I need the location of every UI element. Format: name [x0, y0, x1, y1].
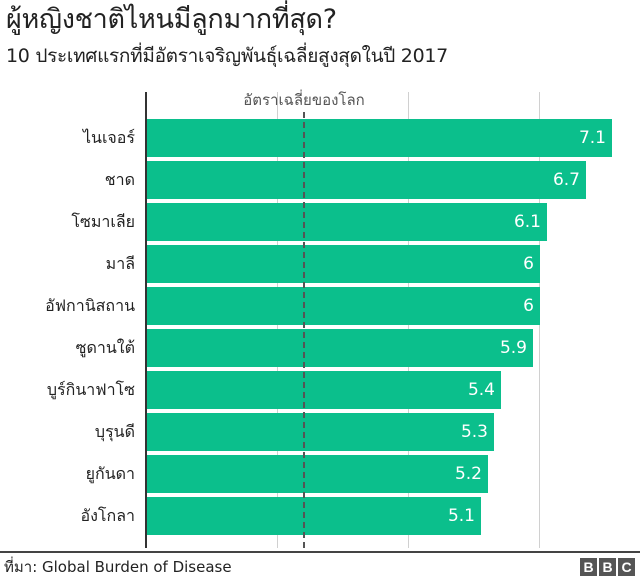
bbc-logo-letter: B: [580, 558, 597, 576]
category-label: อังโกลา: [80, 506, 136, 525]
bar: 6: [147, 245, 540, 283]
category-label: ชาด: [104, 170, 135, 189]
bar-value-label: 5.1: [447, 506, 475, 526]
world-average-line: [303, 112, 305, 548]
bar: 6: [147, 287, 540, 325]
category-label: ซูดานใต้: [75, 338, 135, 357]
bar: 7.1: [147, 119, 612, 157]
bar: 5.9: [147, 329, 533, 367]
bar-value-label: 6.7: [552, 170, 580, 190]
source-note: ที่มา: Global Burden of Disease: [4, 558, 232, 576]
bar-value-label: 6.1: [513, 212, 541, 232]
chart-title: ผู้หญิงชาติไหนมีลูกมากที่สุด?: [6, 4, 337, 35]
y-axis-line: [145, 92, 147, 548]
bar: 5.2: [147, 455, 488, 493]
bar-value-label: 5.9: [499, 338, 527, 358]
bar-value-label: 6: [523, 254, 534, 274]
category-label: มาลี: [105, 254, 135, 273]
bar-value-label: 6: [523, 296, 534, 316]
bar-value-label: 7.1: [578, 128, 606, 148]
bar-value-label: 5.4: [467, 380, 495, 400]
category-label: บุรุนดี: [94, 422, 135, 441]
bar: 6.1: [147, 203, 547, 241]
category-label: ยูกันดา: [85, 464, 135, 483]
bbc-logo-letter: C: [618, 558, 635, 576]
footer-divider: [0, 551, 640, 553]
bbc-logo-letter: B: [599, 558, 616, 576]
category-label: ไนเจอร์: [82, 128, 135, 147]
bar: 6.7: [147, 161, 586, 199]
bar-value-label: 5.2: [454, 464, 482, 484]
bar: 5.3: [147, 413, 494, 451]
category-label: อัฟกานิสถาน: [45, 296, 135, 315]
chart-subtitle: 10 ประเทศแรกที่มีอัตราเจริญพันธุ์เฉลี่ยส…: [6, 45, 448, 67]
category-label: บูร์กินาฟาโซ: [46, 380, 135, 399]
bar: 5.4: [147, 371, 501, 409]
bar-value-label: 5.3: [460, 422, 488, 442]
category-label: โซมาเลีย: [71, 212, 135, 231]
world-average-label: อัตราเฉลี่ยของโลก: [243, 91, 365, 109]
bbc-logo: B B C: [580, 558, 635, 576]
bar: 5.1: [147, 497, 481, 535]
